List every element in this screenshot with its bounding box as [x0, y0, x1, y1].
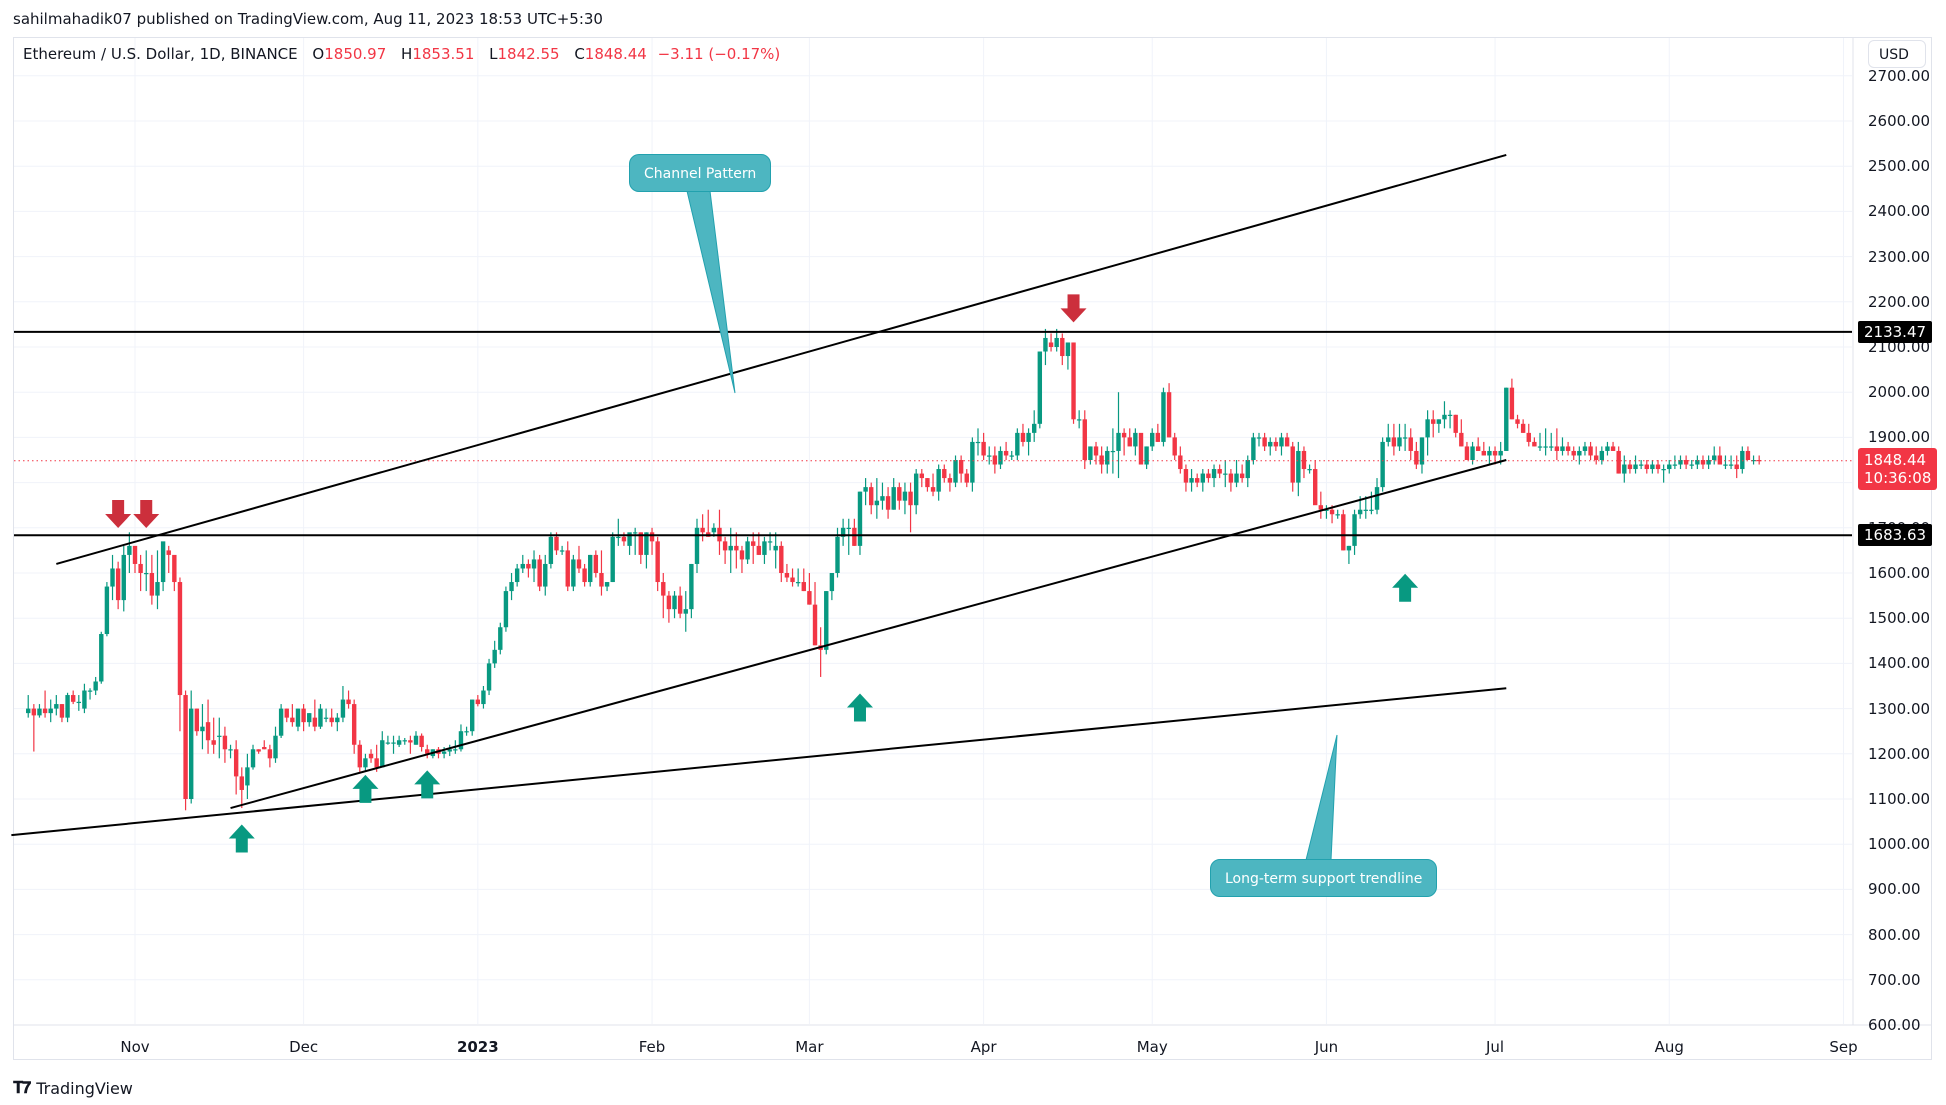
price-tick: 2600.00: [1868, 112, 1931, 130]
high-value: 1853.51: [412, 45, 475, 63]
currency-button[interactable]: USD: [1868, 40, 1926, 68]
time-tick: 2023: [456, 1038, 499, 1056]
bar-countdown: 10:36:08: [1864, 469, 1932, 487]
price-tick: 1600.00: [1868, 564, 1931, 582]
chart-frame: [13, 37, 1932, 1060]
channel-pattern-callout[interactable]: Channel Pattern: [629, 154, 772, 192]
price-tick: 900.00: [1868, 880, 1921, 899]
support-trendline-callout[interactable]: Long-term support trendline: [1210, 859, 1438, 897]
price-tick: 1500.00: [1868, 609, 1931, 628]
current-price: 1848.44: [1864, 451, 1927, 469]
open-value: 1850.97: [324, 45, 387, 63]
price-tick: 1900.00: [1868, 428, 1931, 447]
price-tick: 2700.00: [1868, 66, 1931, 85]
price-tick: 2300.00: [1868, 247, 1931, 266]
symbol-legend: Ethereum / U.S. Dollar, 1D, BINANCE O185…: [23, 45, 780, 63]
current-price-label: 1848.44 10:36:08: [1858, 448, 1938, 490]
time-tick: Nov: [120, 1038, 150, 1056]
publisher-line: sahilmahadik07 published on TradingView.…: [13, 10, 603, 28]
price-tick: 1400.00: [1868, 654, 1931, 673]
price-tick: 1100.00: [1868, 790, 1931, 808]
time-tick: Sep: [1829, 1038, 1858, 1056]
high-label: H: [401, 45, 413, 63]
price-tick: 1000.00: [1868, 835, 1931, 854]
grid-lines: [14, 38, 1852, 1024]
candles: [26, 328, 1762, 811]
low-value: 1842.55: [497, 45, 560, 63]
markers: [105, 294, 1419, 853]
price-tick: 2200.00: [1868, 292, 1931, 311]
price-tick: 2000.00: [1868, 383, 1931, 402]
low-label: L: [489, 45, 498, 63]
time-tick: Jul: [1485, 1038, 1505, 1056]
time-tick: Jun: [1314, 1038, 1339, 1056]
time-tick: Aug: [1654, 1038, 1684, 1056]
time-tick: Feb: [638, 1038, 666, 1056]
price-tick: 1200.00: [1868, 744, 1931, 763]
change-value: −3.11 (−0.17%): [657, 45, 781, 63]
time-tick: Dec: [289, 1038, 319, 1056]
time-tick: Apr: [970, 1038, 997, 1056]
level-price-label: 1683.63: [1858, 524, 1933, 547]
symbol-name: Ethereum / U.S. Dollar, 1D, BINANCE: [23, 45, 298, 63]
level-price-label: 2133.47: [1858, 320, 1933, 343]
price-tick: 1300.00: [1868, 699, 1931, 718]
time-tick: Mar: [795, 1038, 824, 1056]
trendlines: [11, 153, 1852, 837]
tradingview-brand[interactable]: 𝐓𝟕 TradingView: [13, 1078, 133, 1098]
time-tick: May: [1136, 1038, 1168, 1056]
price-tick: 700.00: [1868, 970, 1921, 989]
open-label: O: [312, 45, 325, 63]
price-tick: 800.00: [1868, 925, 1921, 944]
close-label: C: [574, 45, 585, 63]
price-tick: 2500.00: [1868, 157, 1931, 176]
price-tick: 600.00: [1868, 1016, 1921, 1034]
tradingview-logo-icon: 𝐓𝟕: [13, 1078, 31, 1097]
price-tick: 2400.00: [1868, 202, 1931, 221]
close-value: 1848.44: [584, 45, 647, 63]
brand-name: TradingView: [36, 1078, 133, 1098]
